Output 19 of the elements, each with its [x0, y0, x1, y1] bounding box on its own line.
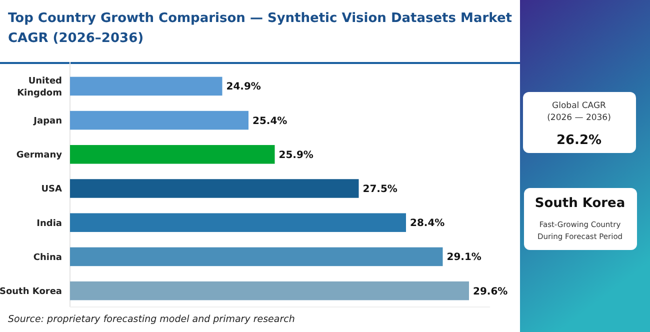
source-note: Source: proprietary forecasting model and primary research — [8, 314, 295, 325]
data-label: 29.1% — [446, 252, 482, 264]
text: South Korea — [534, 196, 626, 211]
y-tick-label: China — [33, 252, 62, 263]
y-tick-label: United Kingdom — [17, 76, 62, 98]
data-label: 28.4% — [410, 218, 445, 230]
data-label: 24.9% — [226, 82, 261, 93]
y-tick-label: India — [36, 218, 62, 229]
data-label: 29.6% — [473, 286, 508, 298]
data-label: 25.4% — [252, 116, 288, 127]
text: 26.2% — [556, 133, 602, 148]
y-tick-label: Germany — [16, 150, 62, 161]
y-tick-label: USA — [41, 184, 62, 195]
y-tick-label: South Korea — [0, 286, 62, 297]
chart-title: Top Country Growth Comparison — Synthetic Vision Datasets Market CAGR (2026–2036) — [8, 11, 512, 46]
data-label: 25.9% — [278, 150, 314, 161]
text: Global CAGR (2026 — 2036) — [547, 101, 611, 123]
data-label: 27.5% — [362, 184, 398, 195]
y-tick-label: Japan — [32, 116, 62, 126]
